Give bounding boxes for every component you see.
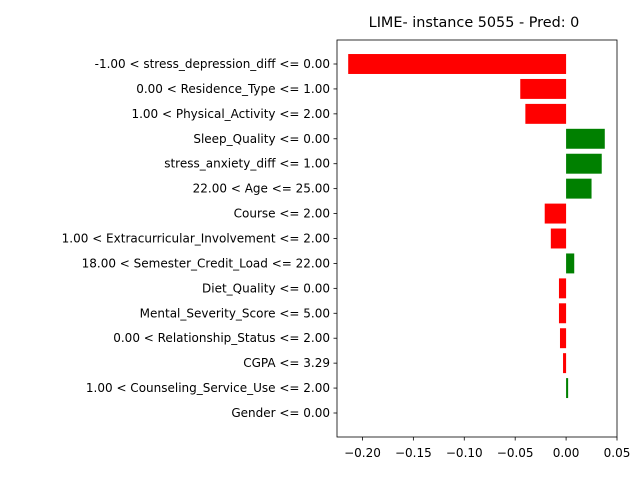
bar — [566, 378, 569, 399]
y-axis: -1.00 < stress_depression_diff <= 0.00 0.… — [62, 57, 337, 420]
bar — [558, 303, 567, 324]
y-tick-label: 1.00 < Counseling_Service_Use <= 2.00 — [86, 381, 330, 395]
bar — [550, 228, 567, 249]
plot-frame — [336, 39, 618, 438]
chart-title: LIME- instance 5055 - Pred: 0 — [369, 15, 580, 31]
bar — [520, 78, 567, 99]
bar — [559, 328, 567, 349]
y-tick-label: CGPA <= 3.29 — [243, 356, 330, 370]
x-tick-label: −0.15 — [395, 446, 432, 460]
y-tick-label: Mental_Severity_Score <= 5.00 — [140, 306, 330, 320]
plot-border — [336, 39, 618, 438]
y-tick-label: 0.00 < Relationship_Status <= 2.00 — [113, 331, 330, 345]
y-tick-label: -1.00 < stress_depression_diff <= 0.00 — [95, 57, 330, 71]
y-tick-label: Diet_Quality <= 0.00 — [202, 281, 330, 295]
bars-group — [348, 54, 605, 399]
x-tick-label: 0.05 — [604, 446, 631, 460]
bar — [566, 178, 592, 199]
y-tick-label: 1.00 < Extracurricular_Involvement <= 2.… — [62, 232, 330, 246]
x-tick-label: −0.20 — [344, 446, 381, 460]
bar — [558, 278, 567, 299]
y-tick-label: 18.00 < Semester_Credit_Load <= 22.00 — [82, 256, 330, 270]
x-axis: −0.20 −0.15 −0.10 −0.05 0.00 0.05 — [344, 437, 630, 460]
bar — [566, 128, 605, 149]
y-tick-label: Course <= 2.00 — [234, 207, 330, 221]
y-tick-label: 0.00 < Residence_Type <= 1.00 — [136, 82, 330, 96]
y-tick-label: stress_anxiety_diff <= 1.00 — [164, 157, 330, 171]
x-tick-label: 0.00 — [553, 446, 580, 460]
x-tick-label: −0.05 — [497, 446, 534, 460]
y-tick-label: Sleep_Quality <= 0.00 — [193, 132, 330, 146]
y-tick-label: 22.00 < Age <= 25.00 — [193, 182, 330, 196]
bar — [566, 153, 602, 174]
y-tick-label: Gender <= 0.00 — [231, 406, 330, 420]
y-tick-label: 1.00 < Physical_Activity <= 2.00 — [131, 107, 330, 121]
x-tick-label: −0.10 — [446, 446, 483, 460]
bar — [563, 353, 567, 374]
bar — [525, 103, 567, 124]
bar — [348, 54, 567, 74]
bar — [566, 253, 575, 274]
bar — [544, 203, 567, 224]
